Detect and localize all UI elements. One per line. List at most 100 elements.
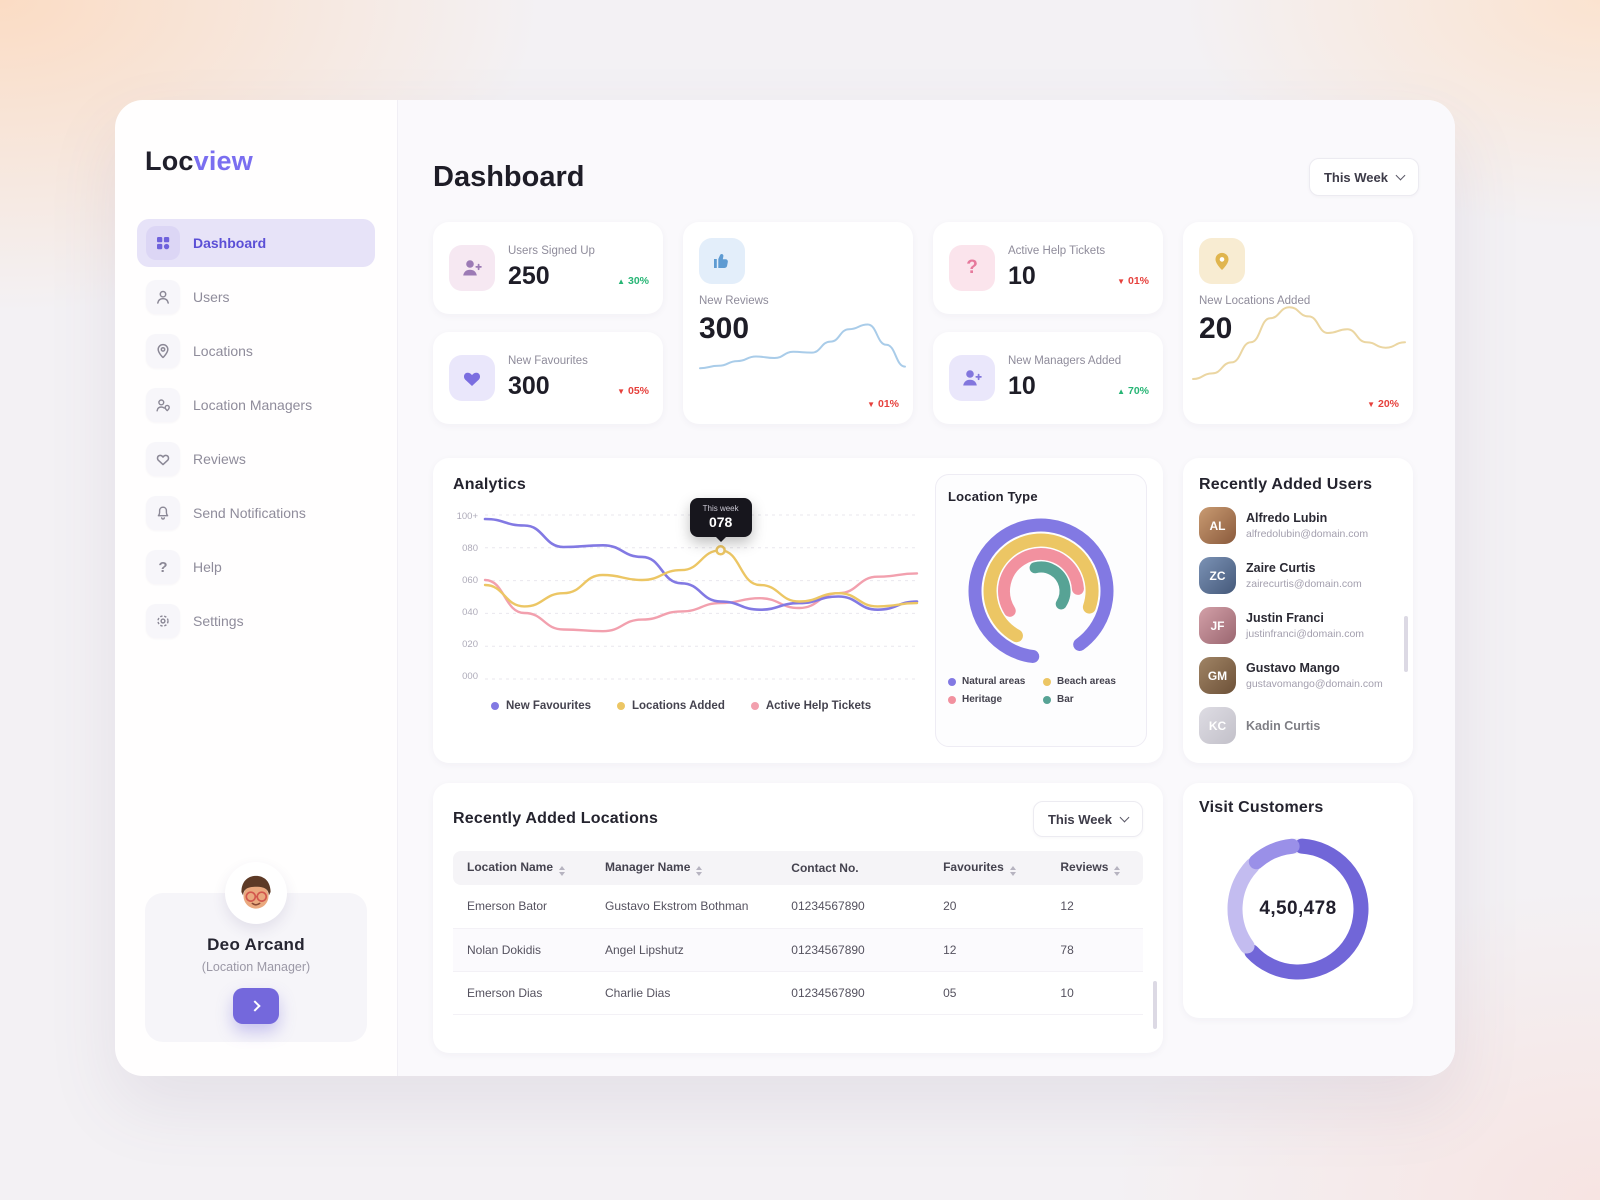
- user-plus-icon: [449, 245, 495, 291]
- sidebar-nav: Dashboard Users Locations Location Manag…: [137, 219, 375, 651]
- table-row[interactable]: Emerson Dias Charlie Dias 01234567890 05 10: [453, 971, 1143, 1015]
- user-icon: [146, 280, 180, 314]
- chevron-right-icon: [248, 1000, 261, 1012]
- stat-label: New Locations Added: [1199, 295, 1311, 307]
- brand-prefix: Loc: [145, 146, 194, 176]
- col-header-favourites[interactable]: Favourites: [929, 851, 1047, 885]
- heart-icon: [449, 355, 495, 401]
- sidebar: Locview Dashboard Users Locations: [115, 100, 397, 1076]
- table-row[interactable]: Emerson Bator Gustavo Ekstrom Bothman 0123…: [453, 885, 1143, 929]
- sidebar-item-label: Send Notifications: [193, 505, 306, 521]
- app-window: Locview Dashboard Users Locations: [115, 100, 1455, 1076]
- recent-locations-card: Recently Added Locations This Week Locat…: [433, 783, 1163, 1053]
- stat-value: 300: [508, 372, 550, 400]
- sidebar-item-label: Users: [193, 289, 230, 305]
- user-name: Alfredo Lubin: [1246, 511, 1328, 525]
- stat-label: Users Signed Up: [508, 245, 595, 257]
- location-type-legend: Natural areas Beach areas Heritage Bar: [948, 676, 1134, 705]
- user-list-item[interactable]: GM Gustavo Mango gustavomango@domain.com: [1199, 657, 1399, 694]
- question-icon: ?: [146, 550, 180, 584]
- chart-tooltip: This week 078: [689, 498, 752, 538]
- stat-delta: 01%: [867, 398, 899, 414]
- stat-delta: 20%: [1367, 398, 1399, 414]
- user-email: gustavomango@domain.com: [1246, 678, 1383, 690]
- stat-delta: 30%: [617, 275, 649, 291]
- user-avatar: KC: [1199, 707, 1236, 744]
- stat-card-new-locations-added: New Locations Added 20 20%: [1183, 222, 1413, 424]
- stat-card-new-managers-added: New Managers Added 10 70%: [933, 332, 1163, 424]
- sidebar-item-reviews[interactable]: Reviews: [137, 435, 375, 483]
- user-email: alfredolubin@domain.com: [1246, 528, 1369, 540]
- stat-delta: 70%: [1117, 385, 1149, 401]
- analytics-card: Analytics 100+ 080 060 040 020 000: [433, 458, 1163, 763]
- stat-card-new-reviews: New Reviews 300 01%: [683, 222, 913, 424]
- bell-icon: [146, 496, 180, 530]
- user-list-item[interactable]: ZC Zaire Curtis zairecurtis@domain.com: [1199, 557, 1399, 594]
- scrollbar-thumb[interactable]: [1153, 981, 1157, 1029]
- sort-icon: [696, 866, 703, 876]
- sidebar-item-location-managers[interactable]: Location Managers: [137, 381, 375, 429]
- col-header-location-name[interactable]: Location Name: [453, 851, 591, 885]
- legend-dot: [750, 702, 759, 710]
- heart-icon: [146, 442, 180, 476]
- stat-delta: 01%: [1117, 275, 1149, 291]
- user-avatar: ZC: [1199, 557, 1236, 594]
- col-header-reviews[interactable]: Reviews: [1046, 851, 1143, 885]
- sidebar-item-users[interactable]: Users: [137, 273, 375, 321]
- stat-card-active-help-tickets: ? Active Help Tickets 10 01%: [933, 222, 1163, 314]
- profile-role: (Location Manager): [201, 960, 311, 974]
- user-list-item[interactable]: JF Justin Franci justinfranci@domain.com: [1199, 607, 1399, 644]
- main-header: Dashboard This Week: [433, 158, 1419, 196]
- stat-label: New Reviews: [699, 295, 769, 307]
- table-row[interactable]: Nolan Dokidis Angel Lipshutz 01234567890 12…: [453, 928, 1143, 972]
- stat-delta: 05%: [617, 385, 649, 401]
- analytics-title: Analytics: [453, 476, 526, 493]
- sidebar-item-label: Reviews: [193, 451, 246, 467]
- sort-icon: [1009, 866, 1016, 876]
- user-plus-icon: [949, 355, 995, 401]
- stat-value: 20: [1199, 312, 1233, 345]
- stat-card-new-favourites: New Favourites 300 05%: [433, 332, 663, 424]
- sidebar-item-settings[interactable]: Settings: [137, 597, 375, 645]
- sidebar-item-label: Settings: [193, 613, 244, 629]
- sidebar-item-locations[interactable]: Locations: [137, 327, 375, 375]
- thumbs-up-icon: [699, 238, 745, 284]
- col-header-manager-name[interactable]: Manager Name: [591, 851, 778, 885]
- stat-label: Active Help Tickets: [1008, 245, 1106, 257]
- avatar: [225, 862, 287, 924]
- stat-label: New Favourites: [508, 355, 588, 367]
- new-reviews-sparkline: [699, 323, 906, 370]
- stat-card-users-signed-up: Users Signed Up 250 30%: [433, 222, 663, 314]
- sort-icon: [559, 866, 566, 876]
- sidebar-item-help[interactable]: ? Help: [137, 543, 375, 591]
- user-name: Zaire Curtis: [1246, 561, 1316, 575]
- legend-dot: [1043, 695, 1051, 704]
- question-icon: ?: [949, 245, 995, 291]
- y-axis: 100+ 080 060 040 020 000: [456, 511, 478, 682]
- sort-icon: [1114, 866, 1121, 876]
- sidebar-item-dashboard[interactable]: Dashboard: [137, 219, 375, 267]
- user-name: Gustavo Mango: [1246, 661, 1340, 675]
- user-list-item[interactable]: AL Alfredo Lubin alfredolubin@domain.com: [1199, 507, 1399, 544]
- period-dropdown[interactable]: This Week: [1308, 158, 1419, 196]
- user-email: justinfranci@domain.com: [1246, 628, 1365, 640]
- gear-icon: [146, 604, 180, 638]
- profile-name: Deo Arcand: [207, 935, 305, 954]
- stat-value: 250: [508, 262, 550, 290]
- analytics-chart: 100+ 080 060 040 020 000: [453, 498, 1143, 684]
- sidebar-item-send-notifications[interactable]: Send Notifications: [137, 489, 375, 537]
- table-period-dropdown[interactable]: This Week: [1032, 801, 1143, 837]
- col-header-contact-no: Contact No.: [777, 851, 930, 885]
- analytics-legend: New Favourites Locations Added Active He…: [491, 700, 1143, 712]
- location-type-donut: [968, 518, 1114, 664]
- scrollbar-thumb[interactable]: [1404, 616, 1408, 672]
- user-name: Justin Franci: [1246, 611, 1324, 625]
- profile-expand-button[interactable]: [233, 988, 279, 1024]
- user-email: zairecurtis@domain.com: [1246, 578, 1362, 590]
- legend-dot: [948, 677, 956, 686]
- visit-customers-title: Visit Customers: [1199, 799, 1324, 816]
- recent-users-card: Recently Added Users AL Alfredo Lubin al…: [1183, 458, 1413, 763]
- user-list-item[interactable]: KC Kadin Curtis: [1199, 707, 1399, 744]
- legend-dot: [948, 695, 956, 704]
- chevron-down-icon: [1119, 812, 1130, 822]
